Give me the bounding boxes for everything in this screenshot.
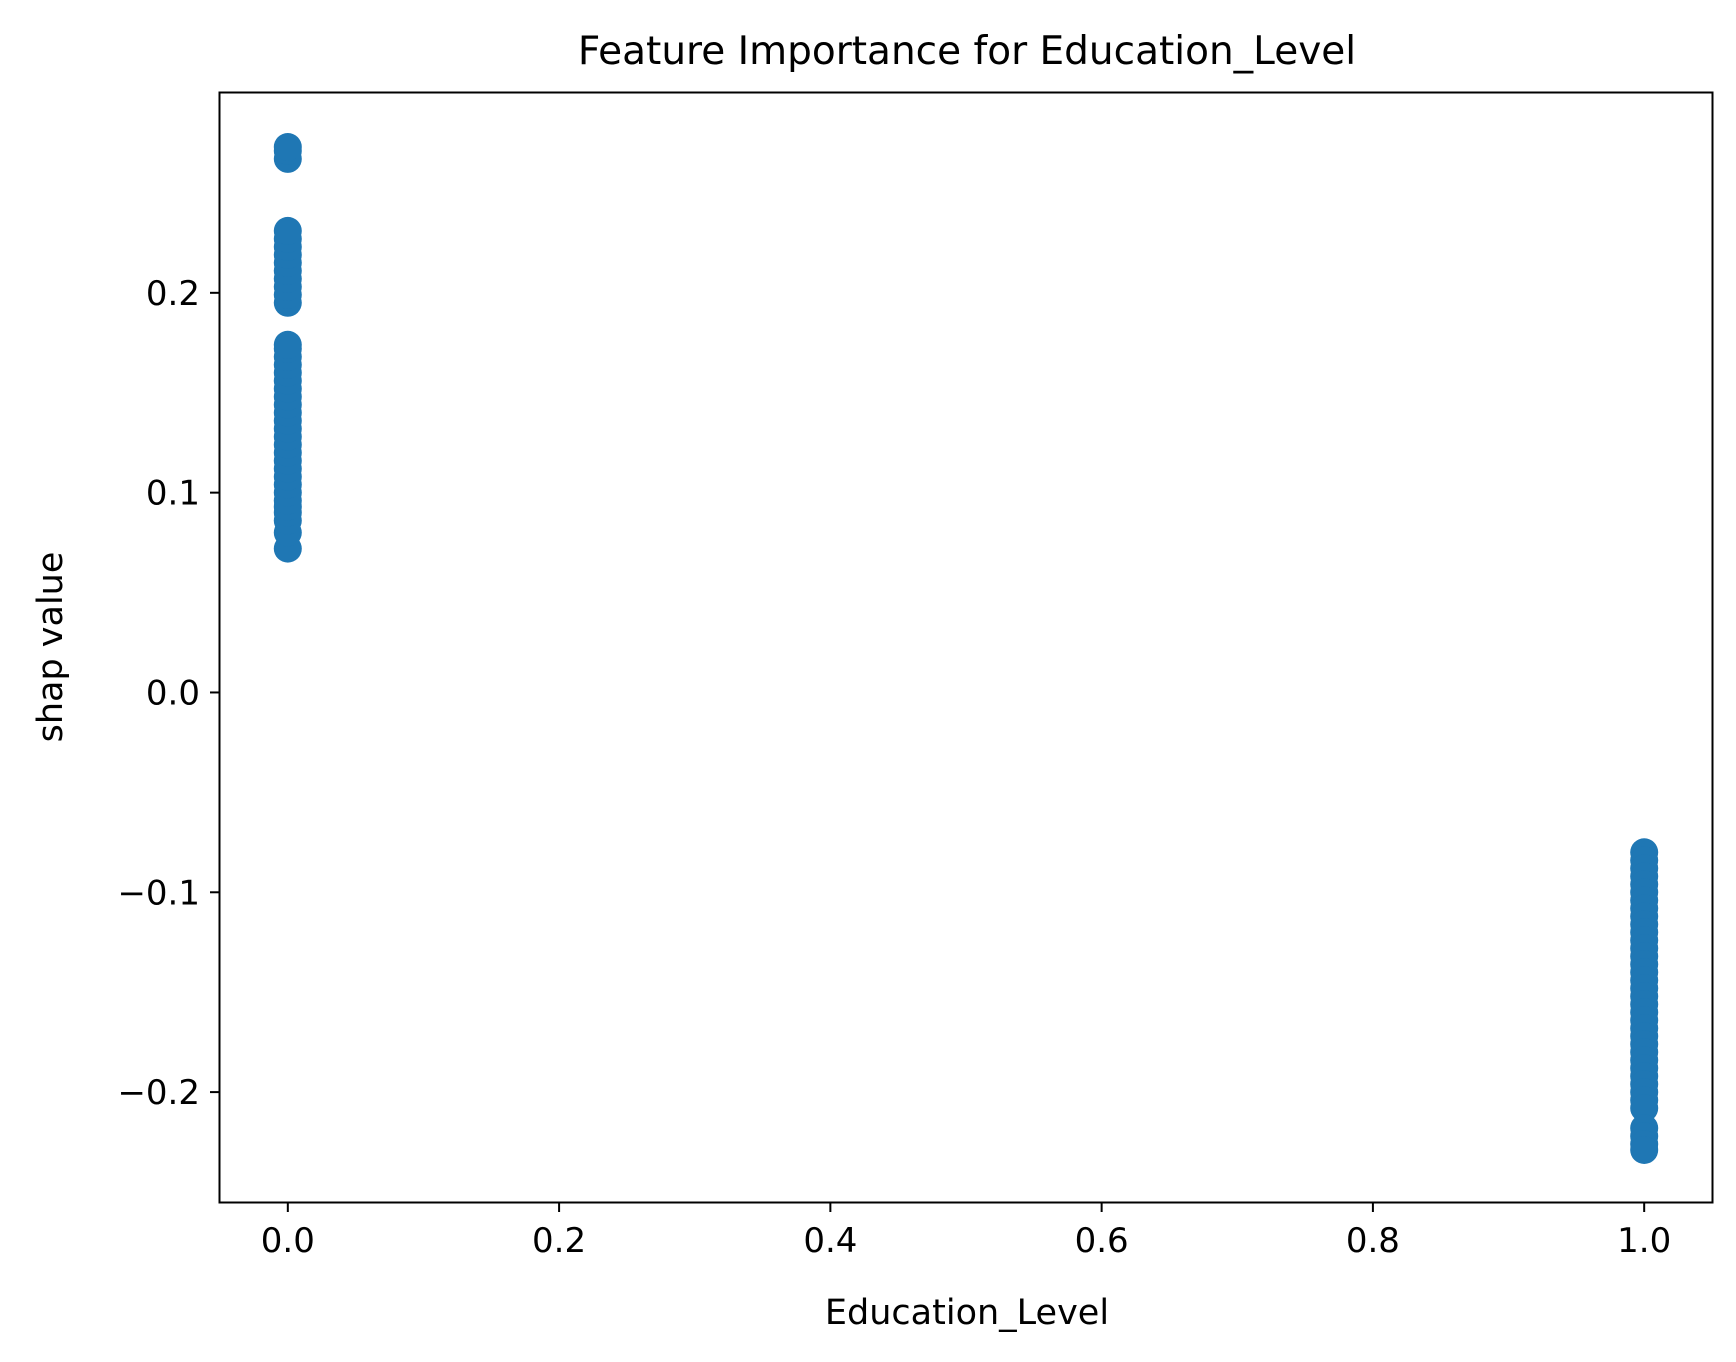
data-point	[273, 216, 302, 245]
y-tick-label: 0.2	[146, 274, 200, 314]
plot-frame	[218, 91, 1714, 1204]
y-tick-label: −0.2	[117, 1073, 200, 1113]
y-tick-label: −0.1	[117, 873, 200, 913]
y-tick-label: 0.1	[146, 474, 200, 514]
x-tick-label: 0.6	[1075, 1221, 1129, 1261]
y-axis-label: shap value	[31, 552, 71, 743]
x-tick-label: 0.8	[1346, 1221, 1400, 1261]
x-tick-label: 0.0	[261, 1221, 315, 1261]
data-point	[1630, 1136, 1659, 1164]
y-tick-label: 0.0	[146, 673, 200, 713]
x-axis-ticks: 0.0 0.2 0.4 0.6 0.8 1.0	[261, 1202, 1671, 1261]
x-tick-label: 0.2	[532, 1221, 586, 1261]
data-point	[1630, 1094, 1659, 1123]
data-point	[273, 133, 302, 161]
data-point	[273, 330, 302, 359]
x-tick-label: 0.4	[803, 1221, 857, 1261]
x-axis-label: Education_Level	[825, 1293, 1109, 1333]
y-axis-ticks: −0.2 −0.1 0.0 0.1 0.2	[117, 274, 220, 1113]
chart-title: Feature Importance for Education_Level	[578, 29, 1356, 74]
scatter-points	[273, 133, 1659, 1164]
x-tick-label: 1.0	[1617, 1221, 1671, 1261]
